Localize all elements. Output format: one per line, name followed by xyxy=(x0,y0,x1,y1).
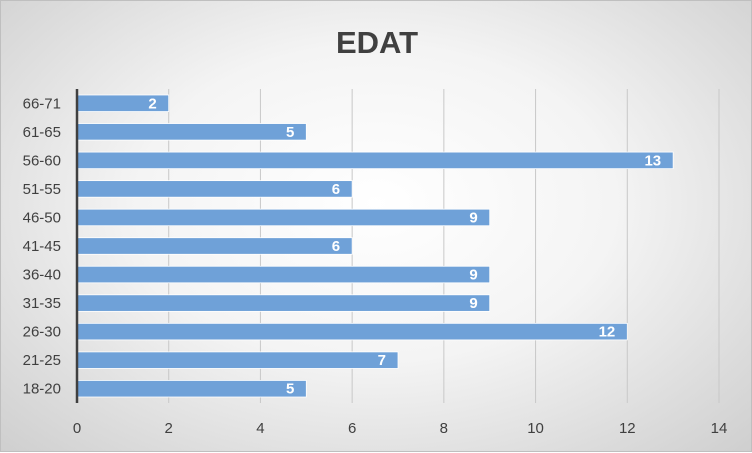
data-label-61-65: 5 xyxy=(286,124,294,141)
data-label-46-50: 9 xyxy=(469,209,477,226)
chart-title: EDAT xyxy=(336,25,418,60)
category-labels: 18-20 21-25 26-30 31-35 36-40 41-45 46-50 51-55… xyxy=(23,95,61,397)
bar-41-45 xyxy=(76,237,353,255)
bar-51-55 xyxy=(76,180,353,198)
x-tick-label: 12 xyxy=(619,420,636,437)
x-tick-label: 8 xyxy=(440,420,448,437)
data-label-21-25: 7 xyxy=(378,352,386,369)
category-label-21-25: 21-25 xyxy=(23,352,61,369)
category-label-46-50: 46-50 xyxy=(23,209,61,226)
data-label-36-40: 9 xyxy=(469,267,477,284)
x-tick-label: 10 xyxy=(527,420,544,437)
bar-61-65 xyxy=(76,123,307,141)
data-label-26-30: 12 xyxy=(599,324,616,341)
category-label-51-55: 51-55 xyxy=(23,181,61,198)
category-label-66-71: 66-71 xyxy=(23,95,61,112)
data-label-31-35: 9 xyxy=(469,295,477,312)
category-label-56-60: 56-60 xyxy=(23,152,61,169)
x-tick-label: 6 xyxy=(348,420,356,437)
data-label-66-71: 2 xyxy=(148,95,156,112)
bar-31-35 xyxy=(76,294,491,312)
bar-56-60 xyxy=(76,151,674,170)
category-label-31-35: 31-35 xyxy=(23,295,61,312)
bar-46-50 xyxy=(76,208,491,227)
x-tick-label: 0 xyxy=(73,420,81,437)
data-label-51-55: 6 xyxy=(332,181,340,198)
x-tick-label: 2 xyxy=(165,420,173,437)
data-label-18-20: 5 xyxy=(286,381,294,398)
bar-18-20 xyxy=(76,380,307,398)
x-tick-label: 4 xyxy=(256,420,264,437)
bar-21-25 xyxy=(76,351,399,369)
bar-26-30 xyxy=(76,322,628,341)
x-tick-label: 14 xyxy=(711,420,728,437)
bar-36-40 xyxy=(76,265,491,284)
data-label-41-45: 6 xyxy=(332,238,340,255)
x-tick-labels: 0 2 4 6 8 10 12 14 xyxy=(73,420,728,437)
category-label-61-65: 61-65 xyxy=(23,124,61,141)
category-label-36-40: 36-40 xyxy=(23,267,61,284)
data-label-56-60: 13 xyxy=(644,152,661,169)
category-label-41-45: 41-45 xyxy=(23,238,61,255)
category-label-26-30: 26-30 xyxy=(23,324,61,341)
category-label-18-20: 18-20 xyxy=(23,381,61,398)
bars: 5 7 12 9 9 6 9 6 13 5 2 xyxy=(76,94,674,398)
